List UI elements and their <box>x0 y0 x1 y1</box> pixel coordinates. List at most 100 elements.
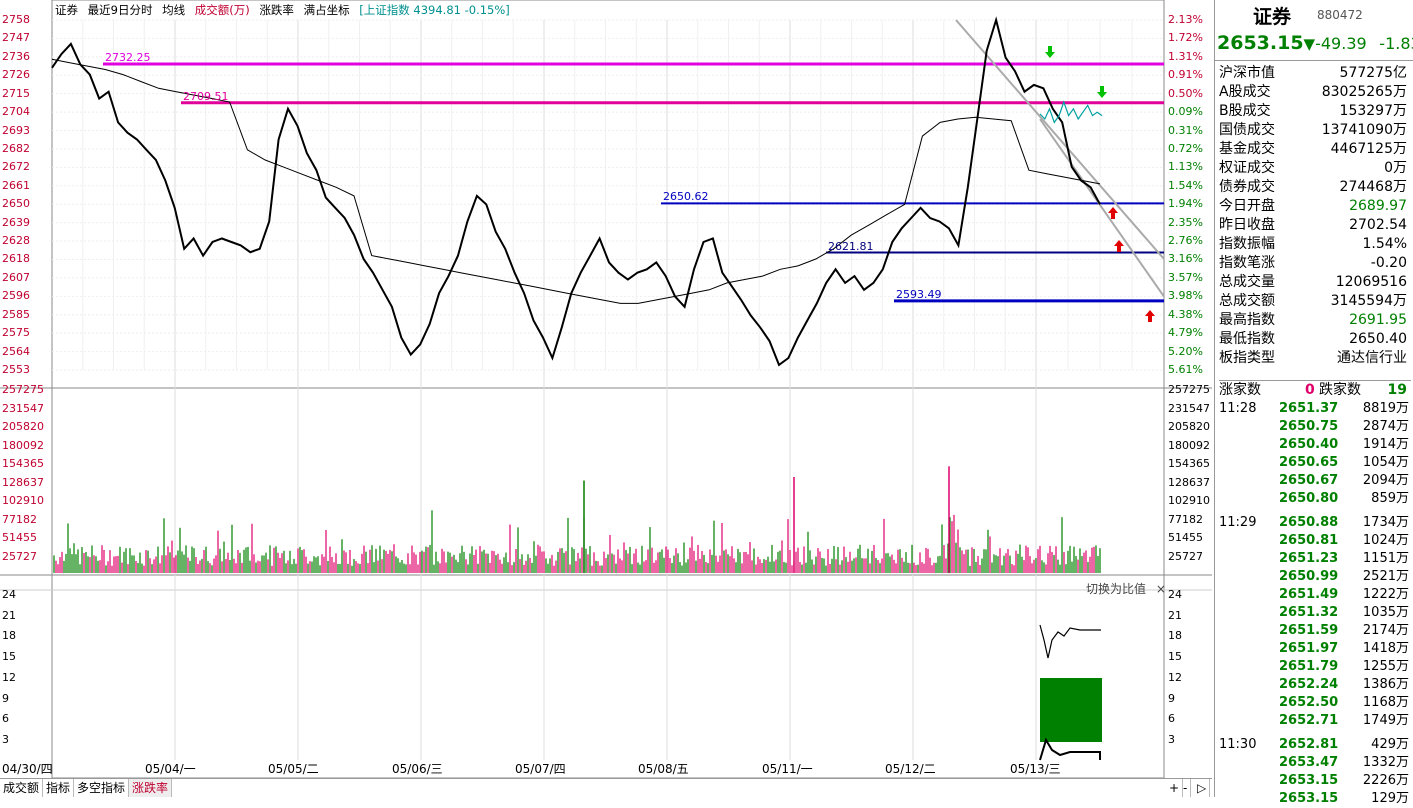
tick-row: 2651.49 1222万 <box>1219 586 1411 604</box>
chart-header: 证券 最近9日分时 均线 成交额(万) 涨跌率 满占坐标 [上证指数 4394.… <box>0 0 1212 20</box>
stat-row: 总成交额 3145594万 <box>1219 292 1411 311</box>
stat-row: 指数振幅 1.54% <box>1219 235 1411 254</box>
tick-price: 2651.97 <box>1279 641 1339 656</box>
tick-price: 2650.88 <box>1279 515 1339 530</box>
axis-tick-label: 2682 <box>2 141 30 155</box>
axis-tick-label: 24 <box>1168 588 1182 601</box>
header-period[interactable]: 最近9日分时 <box>87 3 153 17</box>
axis-tick-label: 3.98% <box>1168 289 1203 303</box>
tick-price: 2651.32 <box>1279 605 1339 620</box>
indicator-hint[interactable]: 切换为比值 × <box>1086 580 1166 597</box>
zoom-out-button[interactable]: - <box>1180 779 1192 797</box>
quote-price: 2653.15 <box>1217 32 1304 54</box>
axis-tick-label: 18 <box>2 629 16 643</box>
header-coord[interactable]: 满占坐标 <box>303 3 350 17</box>
tick-row: 2650.99 2521万 <box>1219 568 1411 586</box>
tick-volume: 2226万 <box>1362 773 1409 788</box>
tick-row: 2651.59 2174万 <box>1219 622 1411 640</box>
axis-tick-label: 51455 <box>2 531 37 545</box>
tick-row: 2650.40 1914万 <box>1219 436 1411 454</box>
stat-label: 指数振幅 <box>1219 236 1275 252</box>
axis-tick-label: 0.91% <box>1168 68 1203 82</box>
date-label: 05/13/三 <box>1010 762 1061 776</box>
tab-volume[interactable]: 成交额 <box>0 779 44 797</box>
tab-indicator[interactable]: 指标 <box>43 779 75 797</box>
bottom-tabs: 成交额 指标 多空指标 涨跌率 + - ▷ <box>0 778 1212 798</box>
stat-value: -0.20 <box>1370 255 1407 271</box>
tick-row: 2650.81 1024万 <box>1219 532 1411 550</box>
tick-volume: 1749万 <box>1362 713 1409 728</box>
chart-canvas[interactable] <box>0 0 1212 778</box>
stat-value: 2691.95 <box>1349 312 1407 328</box>
stat-value: 2702.54 <box>1349 217 1407 233</box>
play-icon[interactable]: ▷ <box>1194 779 1211 797</box>
stat-row: A股成交 83025265万 <box>1219 83 1411 102</box>
tick-price: 2652.81 <box>1279 737 1339 752</box>
header-change[interactable]: 涨跌率 <box>259 3 294 17</box>
tick-price: 2652.71 <box>1279 713 1339 728</box>
indicator-hint-label[interactable]: 切换为比值 <box>1086 582 1147 596</box>
tick-volume: 1914万 <box>1362 437 1409 452</box>
axis-tick-label: 102910 <box>1168 494 1210 508</box>
tab-long-short[interactable]: 多空指标 <box>74 779 130 797</box>
tick-price: 2652.24 <box>1279 677 1339 692</box>
header-volume[interactable]: 成交额(万) <box>194 3 250 17</box>
today-price-line <box>1039 100 1103 124</box>
axis-tick-label: 15 <box>2 650 16 664</box>
stat-label: 板指类型 <box>1219 350 1275 366</box>
indicator-line <box>1039 624 1101 659</box>
index-link[interactable]: [上证指数 4394.81 -0.15%] <box>359 3 510 17</box>
stat-label: 基金成交 <box>1219 141 1275 157</box>
stat-row: 总成交量 12069516 <box>1219 273 1411 292</box>
close-icon[interactable]: × <box>1155 582 1166 596</box>
date-label: 05/06/三 <box>392 762 443 776</box>
axis-tick-label: 128637 <box>1168 475 1210 489</box>
axis-tick-label: 2607 <box>2 270 30 284</box>
stat-label: 权证成交 <box>1219 160 1275 176</box>
axis-tick-label: 2650 <box>2 197 30 211</box>
tick-price: 2653.15 <box>1279 791 1339 806</box>
tick-row: 11:29 2650.88 1734万 <box>1219 514 1411 532</box>
axis-tick-label: 2596 <box>2 289 30 303</box>
tick-row: 2650.80 859万 <box>1219 490 1411 508</box>
tick-price: 2650.81 <box>1279 533 1339 548</box>
tick-row: 2651.97 1418万 <box>1219 640 1411 658</box>
axis-tick-label: 2704 <box>2 105 30 119</box>
axis-tick-label: 205820 <box>1168 420 1210 434</box>
tick-price: 2653.47 <box>1279 755 1339 770</box>
axis-tick-label: 5.20% <box>1168 344 1203 358</box>
axis-tick-label: 2736 <box>2 49 30 63</box>
tick-volume: 1332万 <box>1362 755 1409 770</box>
header-avg[interactable]: 均线 <box>162 3 186 17</box>
tick-row: 2651.79 1255万 <box>1219 658 1411 676</box>
tick-volume: 2094万 <box>1362 473 1409 488</box>
stat-label: 最高指数 <box>1219 312 1275 328</box>
stat-value: 83025265万 <box>1321 84 1407 100</box>
tick-price: 2651.79 <box>1279 659 1339 674</box>
tab-change-rate[interactable]: 涨跌率 <box>129 779 173 797</box>
stat-value: 4467125万 <box>1330 141 1407 157</box>
tick-time: 11:28 <box>1219 401 1257 416</box>
zoom-in-button[interactable]: + <box>1166 779 1184 797</box>
stat-row: 昨日收盘 2702.54 <box>1219 216 1411 235</box>
tick-price: 2652.50 <box>1279 695 1339 710</box>
stat-row: 板指类型 通达信行业 <box>1219 349 1411 368</box>
header-title[interactable]: 证券 <box>55 3 78 17</box>
channel-upper <box>955 19 1165 260</box>
tick-price: 2650.75 <box>1279 419 1339 434</box>
up-arrow-icon <box>1145 310 1155 322</box>
stat-row: 最低指数 2650.40 <box>1219 330 1411 349</box>
axis-tick-label: 9 <box>1168 691 1175 705</box>
axis-tick-label: 3.16% <box>1168 252 1203 266</box>
axis-tick-label: 77182 <box>1168 512 1203 526</box>
date-label: 05/11/一 <box>762 762 813 776</box>
axis-tick-label: 102910 <box>2 494 44 508</box>
tick-volume: 1168万 <box>1362 695 1409 710</box>
tick-volume: 1035万 <box>1362 605 1409 620</box>
price-line <box>51 16 1101 367</box>
tick-row: 11:28 2651.37 8819万 <box>1219 400 1411 418</box>
axis-tick-label: 4.79% <box>1168 326 1203 340</box>
quote-percent: -1.83% <box>1379 34 1413 53</box>
stat-value: 153297万 <box>1339 103 1407 119</box>
axis-tick-label: 1.72% <box>1168 31 1203 45</box>
